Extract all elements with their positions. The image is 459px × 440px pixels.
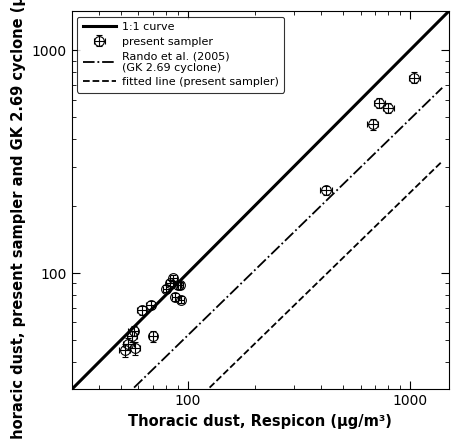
fitted line (present sampler)	[420, 176, 426, 182]
fitted line (present sampler)	[172, 419, 177, 424]
Rando et al. (2005)
(GK 2.69 cyclone)	[97, 418, 102, 424]
Rando et al. (2005)
(GK 2.69 cyclone)	[408, 115, 413, 121]
Rando et al. (2005)
(GK 2.69 cyclone)	[420, 103, 426, 108]
fitted line (present sampler)	[408, 189, 413, 194]
fitted line (present sampler)	[438, 159, 444, 164]
Rando et al. (2005)
(GK 2.69 cyclone)	[143, 374, 148, 379]
Rando et al. (2005)
(GK 2.69 cyclone)	[90, 425, 95, 431]
Rando et al. (2005)
(GK 2.69 cyclone)	[438, 85, 444, 91]
Y-axis label: Thoracic dust, present sampler and GK 2.69 cyclone (μg/m³): Thoracic dust, present sampler and GK 2.…	[11, 0, 26, 440]
X-axis label: Thoracic dust, Respicon (μg/m³): Thoracic dust, Respicon (μg/m³)	[128, 414, 392, 429]
Line: fitted line (present sampler): fitted line (present sampler)	[78, 161, 441, 440]
Legend: 1:1 curve, present sampler, Rando et al. (2005)
(GK 2.69 cyclone), fitted line (: 1:1 curve, present sampler, Rando et al.…	[77, 17, 284, 93]
Line: Rando et al. (2005)
(GK 2.69 cyclone): Rando et al. (2005) (GK 2.69 cyclone)	[78, 88, 441, 440]
Rando et al. (2005)
(GK 2.69 cyclone)	[172, 345, 177, 351]
